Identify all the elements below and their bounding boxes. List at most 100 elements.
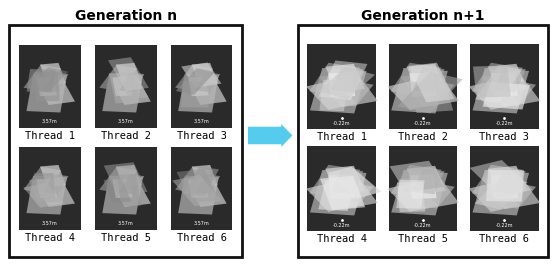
Text: Generation n+1: Generation n+1 bbox=[361, 9, 485, 23]
Polygon shape bbox=[184, 167, 219, 196]
Polygon shape bbox=[192, 63, 218, 85]
Polygon shape bbox=[113, 77, 133, 96]
Text: Thread 1: Thread 1 bbox=[25, 131, 75, 141]
Polygon shape bbox=[470, 160, 532, 198]
Polygon shape bbox=[468, 80, 519, 110]
Polygon shape bbox=[391, 68, 448, 114]
Text: Thread 2: Thread 2 bbox=[398, 132, 448, 142]
Polygon shape bbox=[390, 63, 442, 96]
Polygon shape bbox=[40, 165, 66, 187]
Polygon shape bbox=[387, 80, 438, 110]
Polygon shape bbox=[102, 74, 143, 112]
Polygon shape bbox=[331, 169, 363, 194]
Polygon shape bbox=[330, 80, 374, 107]
Polygon shape bbox=[310, 170, 367, 215]
Polygon shape bbox=[318, 180, 355, 211]
Polygon shape bbox=[37, 77, 57, 96]
Polygon shape bbox=[391, 170, 448, 215]
Polygon shape bbox=[196, 72, 220, 92]
Text: 3.57m: 3.57m bbox=[194, 119, 209, 124]
Polygon shape bbox=[482, 173, 540, 209]
Polygon shape bbox=[472, 165, 523, 198]
Polygon shape bbox=[494, 169, 526, 194]
Polygon shape bbox=[175, 65, 213, 91]
Polygon shape bbox=[409, 73, 437, 97]
Polygon shape bbox=[482, 71, 540, 107]
Text: 3.57m: 3.57m bbox=[118, 221, 134, 226]
Polygon shape bbox=[27, 74, 67, 112]
Bar bbox=[95, 45, 157, 128]
Polygon shape bbox=[318, 67, 375, 99]
Polygon shape bbox=[319, 80, 348, 111]
Polygon shape bbox=[488, 166, 527, 194]
Bar bbox=[470, 44, 539, 129]
Polygon shape bbox=[309, 165, 360, 198]
Text: Generation n: Generation n bbox=[75, 9, 177, 23]
Polygon shape bbox=[412, 80, 455, 107]
Polygon shape bbox=[306, 182, 357, 212]
Polygon shape bbox=[494, 67, 526, 92]
Polygon shape bbox=[328, 73, 355, 97]
Text: -0.22m: -0.22m bbox=[496, 121, 513, 126]
Polygon shape bbox=[120, 174, 144, 194]
Polygon shape bbox=[413, 169, 444, 194]
Polygon shape bbox=[319, 71, 378, 107]
FancyArrow shape bbox=[248, 124, 292, 147]
Text: 3.57m: 3.57m bbox=[42, 221, 58, 226]
Polygon shape bbox=[187, 178, 227, 207]
Polygon shape bbox=[310, 68, 367, 114]
Polygon shape bbox=[172, 175, 222, 206]
Polygon shape bbox=[35, 76, 75, 105]
Bar bbox=[389, 44, 457, 129]
Polygon shape bbox=[176, 68, 215, 95]
Text: Thread 1: Thread 1 bbox=[317, 132, 367, 142]
Polygon shape bbox=[486, 170, 524, 202]
Polygon shape bbox=[472, 170, 529, 215]
Polygon shape bbox=[29, 178, 61, 203]
Polygon shape bbox=[328, 175, 355, 199]
Polygon shape bbox=[181, 63, 221, 88]
Polygon shape bbox=[175, 167, 213, 193]
Polygon shape bbox=[407, 64, 446, 92]
Polygon shape bbox=[188, 77, 209, 96]
Polygon shape bbox=[407, 166, 446, 194]
Polygon shape bbox=[408, 63, 455, 102]
Polygon shape bbox=[178, 176, 219, 215]
Polygon shape bbox=[116, 165, 141, 187]
Text: -0.22m: -0.22m bbox=[496, 223, 513, 228]
Polygon shape bbox=[408, 79, 453, 113]
Polygon shape bbox=[43, 72, 69, 92]
Polygon shape bbox=[35, 178, 75, 207]
Polygon shape bbox=[110, 76, 151, 105]
Text: Thread 6: Thread 6 bbox=[479, 234, 529, 244]
Polygon shape bbox=[187, 76, 227, 105]
Bar bbox=[170, 147, 232, 230]
Polygon shape bbox=[468, 182, 519, 212]
Polygon shape bbox=[488, 64, 527, 92]
Polygon shape bbox=[319, 60, 368, 100]
Polygon shape bbox=[309, 63, 360, 96]
Polygon shape bbox=[118, 76, 149, 100]
Polygon shape bbox=[27, 176, 67, 215]
Polygon shape bbox=[110, 178, 151, 207]
Text: Thread 3: Thread 3 bbox=[177, 131, 227, 141]
Polygon shape bbox=[400, 173, 459, 209]
Polygon shape bbox=[113, 179, 133, 198]
Polygon shape bbox=[192, 165, 218, 187]
Polygon shape bbox=[412, 182, 455, 209]
Polygon shape bbox=[27, 69, 56, 92]
Text: -0.22m: -0.22m bbox=[333, 121, 350, 126]
Bar bbox=[298, 25, 548, 257]
Polygon shape bbox=[389, 161, 444, 192]
Text: -0.22m: -0.22m bbox=[333, 223, 350, 228]
Polygon shape bbox=[319, 173, 378, 209]
Polygon shape bbox=[43, 174, 69, 194]
Polygon shape bbox=[23, 167, 61, 193]
Polygon shape bbox=[413, 67, 444, 92]
Polygon shape bbox=[473, 66, 511, 98]
Polygon shape bbox=[23, 183, 64, 208]
Text: -0.22m: -0.22m bbox=[414, 223, 432, 228]
Polygon shape bbox=[472, 63, 523, 96]
Polygon shape bbox=[120, 72, 144, 92]
Polygon shape bbox=[28, 67, 69, 92]
